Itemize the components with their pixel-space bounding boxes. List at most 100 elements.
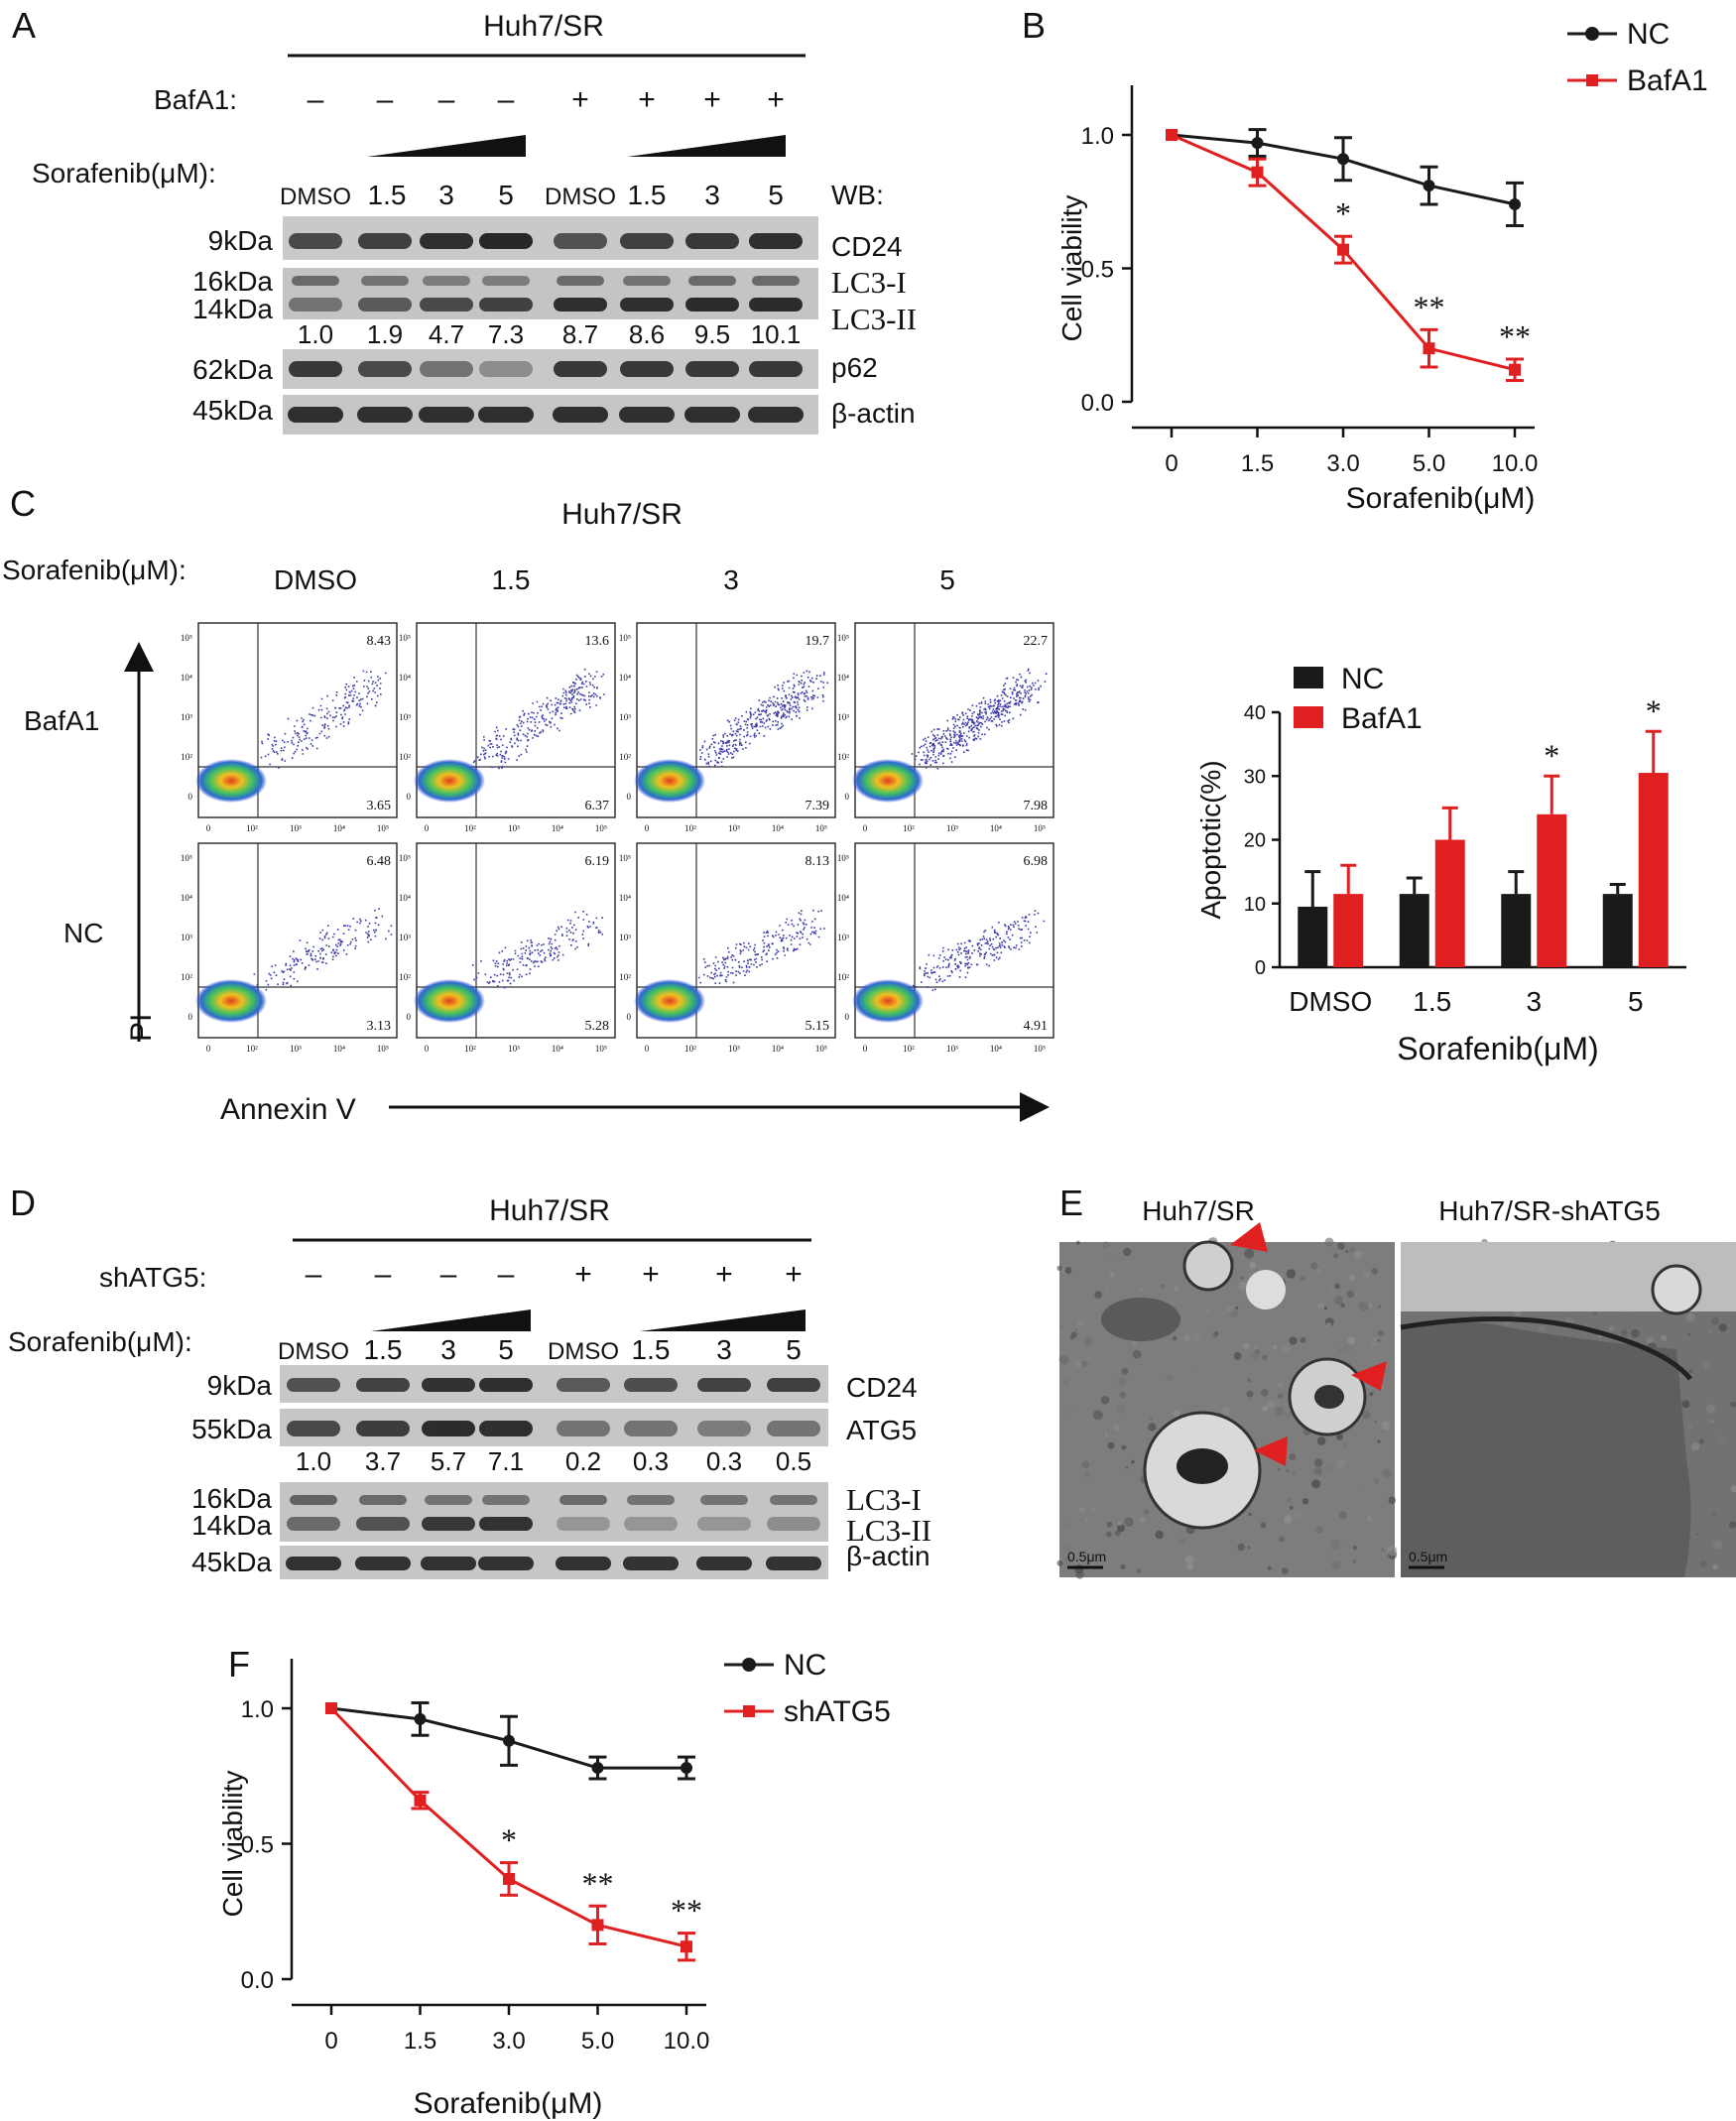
panel-a-sign-0: – (308, 83, 324, 116)
flow-density-core (414, 759, 485, 803)
d-lc3i-band-2 (425, 1495, 472, 1505)
flow-ytick: 10⁴ (399, 673, 411, 683)
tem-grain (1131, 1341, 1138, 1347)
tem-grain (1286, 1269, 1297, 1279)
B-point-NC-2 (1337, 153, 1349, 166)
flow-lower-right-pct: 3.65 (367, 799, 392, 813)
tem-grain (1061, 1520, 1071, 1530)
tem-grain (1193, 1330, 1203, 1340)
a-cd24-band-3 (479, 233, 533, 249)
flow-ytick: 10⁴ (181, 673, 192, 683)
panel-a-lane-1: 1.5 (368, 180, 407, 210)
tem-grain (1237, 1543, 1245, 1552)
tem-grain (1711, 1389, 1716, 1395)
panel-d-sign-6: + (715, 1258, 733, 1291)
panel-d-name-cd24: CD24 (846, 1372, 918, 1403)
d-actin-band-1 (355, 1557, 411, 1570)
tem-grain (1702, 1362, 1711, 1370)
tem-grain (1314, 1458, 1323, 1467)
tem-grain (1317, 1303, 1324, 1310)
flow-ytick: 10⁵ (399, 633, 411, 643)
panel-letter-a: A (12, 5, 36, 46)
panel-a-sign-1: – (377, 83, 394, 116)
d-atg5-band-2 (422, 1421, 475, 1436)
F-point-NC-3 (591, 1762, 604, 1775)
a-lc3ii-band-5 (620, 298, 674, 312)
panel-a-mw-lc3-ii: 14kDa (192, 294, 273, 324)
tem-grain (1131, 1459, 1135, 1464)
C-bar-BafA1-1 (1434, 839, 1465, 967)
flow-plot-1-3: 10⁵ 10⁴ 10³ 10² 0 0 10² 10³ 10⁴ 10⁵ 6.98 4.91 (837, 842, 1054, 1054)
flow-upper-right-pct: 13.6 (585, 634, 610, 649)
tem-grain (1374, 1420, 1377, 1424)
tem-grain (1352, 1545, 1358, 1551)
tem-grain (1285, 1412, 1293, 1420)
flow-plot-1-2: 10⁵ 10⁴ 10³ 10² 0 0 10² 10³ 10⁴ 10⁵ 8.13 5.15 (619, 842, 836, 1054)
tem-grain (1247, 1378, 1252, 1382)
flow-density-core (852, 759, 924, 803)
tem-grain (1260, 1522, 1267, 1529)
tem-grain (1324, 1237, 1334, 1247)
panel-a-treatment-label: BafA1: (154, 84, 237, 115)
tem-grain (1233, 1351, 1242, 1360)
tem-grain (1092, 1507, 1096, 1512)
tem-grain (1106, 1531, 1112, 1538)
panel-c-dose-1: 1.5 (492, 564, 531, 595)
panel-a-dose-label: Sorafenib(μM): (32, 158, 216, 188)
panel-a-ratio-4: 8.7 (562, 319, 598, 349)
tem-grain (1226, 1305, 1235, 1313)
panel-c-flow-cytometry: Huh7/SR Sorafenib(μM): DMSO 1.5 3 5 BafA1 N… (2, 498, 1686, 1126)
tem-grain (1699, 1438, 1704, 1444)
panel-d-sign-7: + (785, 1258, 803, 1291)
flow-ytick: 10³ (181, 933, 192, 942)
B-point-NC-1 (1251, 137, 1264, 150)
B-point-BafA1-4 (1509, 363, 1521, 376)
B-xtick-2: 3.0 (1326, 450, 1359, 477)
panel-c-dose-3: 5 (939, 564, 955, 595)
C-errorbar-NC-1 (1406, 876, 1423, 895)
autophagosome-medium-content (1314, 1385, 1344, 1409)
tem-grain (1084, 1472, 1090, 1478)
flow-ytick: 10⁴ (837, 893, 849, 903)
tem-grain (1373, 1337, 1378, 1341)
panel-a-name-p62: p62 (831, 352, 878, 383)
tem-grain (1262, 1405, 1269, 1412)
tem-grain (1289, 1452, 1297, 1461)
tem-grain (1313, 1466, 1323, 1476)
d-lc3i-band-3 (482, 1495, 530, 1505)
tem-grain (1277, 1393, 1284, 1399)
tem-grain (1056, 1560, 1063, 1566)
B-xtick-1: 1.5 (1241, 450, 1274, 477)
panel-d-name-lc3-i: LC3-I (846, 1482, 922, 1517)
tem-grain (1273, 1344, 1278, 1350)
tem-grain (1377, 1338, 1381, 1342)
tem-grain (1712, 1430, 1722, 1440)
panel-a-mw-cd24: 9kDa (208, 225, 274, 256)
d-lc3ii-band-7 (767, 1517, 820, 1531)
tem-grain (1249, 1261, 1257, 1269)
C-legend-label-0: NC (1341, 663, 1384, 695)
tem-grain (1330, 1288, 1336, 1294)
tem-grain (1361, 1271, 1371, 1280)
tem-grain (1340, 1303, 1345, 1308)
F-legend-label-1: shATG5 (784, 1695, 891, 1728)
tem-grain (1068, 1464, 1075, 1471)
a-p62-band-5 (620, 361, 674, 377)
tem-grain (1343, 1342, 1354, 1353)
a-lc3ii-band-3 (479, 298, 533, 312)
flow-ytick: 0 (407, 1012, 412, 1022)
a-actin-band-2 (419, 407, 474, 423)
panel-a-wb-label: WB: (831, 180, 884, 210)
flow-ytick: 10³ (619, 712, 631, 722)
panel-a-bands (288, 233, 804, 423)
C-errorbar-BafA1-0 (1340, 863, 1357, 895)
tem-grain (1681, 1400, 1690, 1409)
a-lc3ii-band-4 (554, 298, 607, 312)
panel-c-row-nc: NC (63, 918, 103, 948)
F-annotation-4: ** (671, 1893, 702, 1929)
F-legend-label-0: NC (784, 1649, 826, 1682)
C-xtick-1: 1.5 (1413, 986, 1451, 1017)
flow-scatter-dots (913, 910, 1046, 991)
d-lc3i-band-4 (559, 1495, 607, 1505)
panel-a-lane-3: 5 (498, 180, 514, 210)
